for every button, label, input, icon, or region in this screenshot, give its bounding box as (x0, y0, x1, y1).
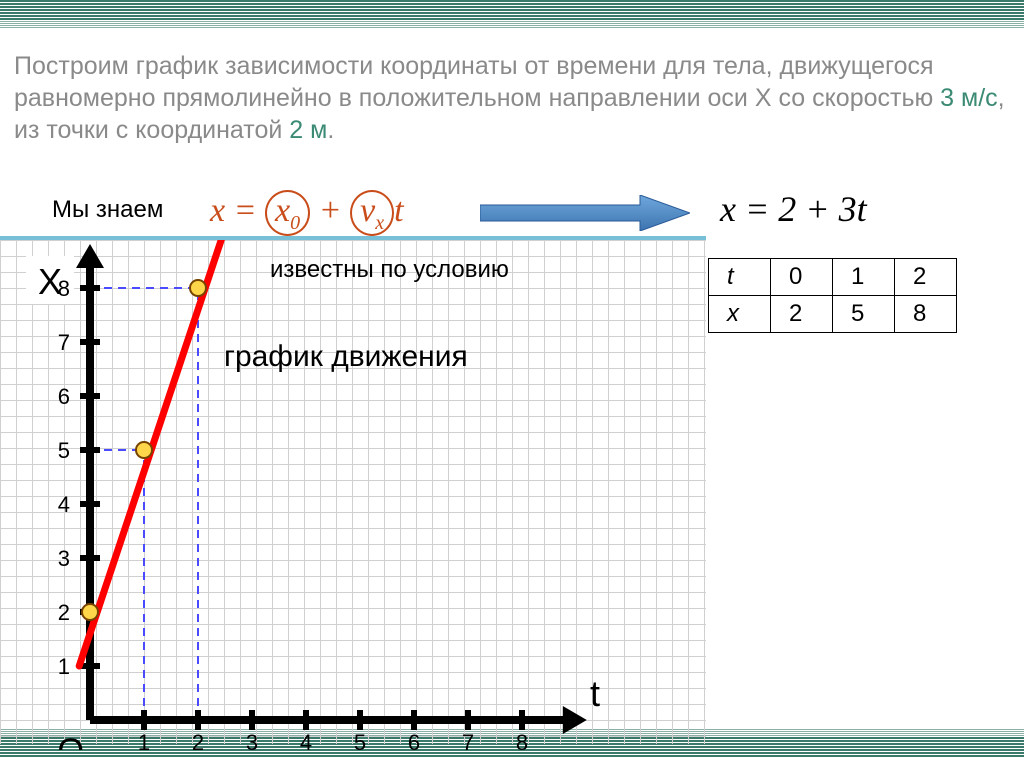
table-row-t: t 0 1 2 (709, 259, 957, 296)
svg-text:7: 7 (462, 730, 474, 750)
svg-text:2: 2 (192, 730, 204, 750)
stripe-top (0, 0, 1024, 38)
td-x2: 8 (895, 296, 957, 333)
svg-text:6: 6 (408, 730, 420, 750)
svg-text:4: 4 (300, 730, 312, 750)
svg-text:O: O (58, 732, 84, 750)
table-row-x: x 2 5 8 (709, 296, 957, 333)
svg-text:7: 7 (58, 330, 70, 355)
svg-text:t: t (590, 673, 600, 714)
f-eq: = (225, 192, 265, 229)
task-paragraph: Построим график зависимости координаты о… (14, 50, 1010, 146)
svg-text:6: 6 (58, 384, 70, 409)
formula-general: x = x0 + vxt (210, 190, 404, 236)
svg-text:5: 5 (58, 438, 70, 463)
th-x: x (709, 296, 771, 333)
svg-text:5: 5 (354, 730, 366, 750)
svg-text:4: 4 (58, 492, 70, 517)
svg-text:3: 3 (246, 730, 258, 750)
td-t0: 0 (771, 259, 833, 296)
formula-result: x = 2 + 3t (720, 188, 867, 230)
th-t: t (709, 259, 771, 296)
arrow-icon (480, 195, 690, 231)
circle-vx: vx (350, 190, 394, 236)
td-x1: 5 (833, 296, 895, 333)
task-speed: 3 м/с (940, 84, 997, 112)
task-coord: 2 м (289, 116, 327, 144)
motion-chart: 1234567812345678XtO (10, 240, 650, 750)
task-pre: Построим график зависимости координаты о… (14, 52, 940, 112)
f-t: t (394, 192, 403, 229)
we-know-label: Мы знаем (52, 196, 163, 224)
td-t2: 2 (895, 259, 957, 296)
td-x0: 2 (771, 296, 833, 333)
td-t1: 1 (833, 259, 895, 296)
f-lhs: x (210, 192, 225, 229)
f-plus: + (310, 192, 350, 229)
data-table: t 0 1 2 x 2 5 8 (708, 258, 957, 333)
svg-text:8: 8 (516, 730, 528, 750)
svg-text:X: X (38, 261, 62, 302)
svg-text:3: 3 (58, 546, 70, 571)
svg-text:1: 1 (58, 654, 70, 679)
svg-text:1: 1 (138, 730, 150, 750)
task-end: . (327, 116, 334, 144)
circle-x0: x0 (265, 190, 310, 236)
svg-text:2: 2 (58, 600, 70, 625)
